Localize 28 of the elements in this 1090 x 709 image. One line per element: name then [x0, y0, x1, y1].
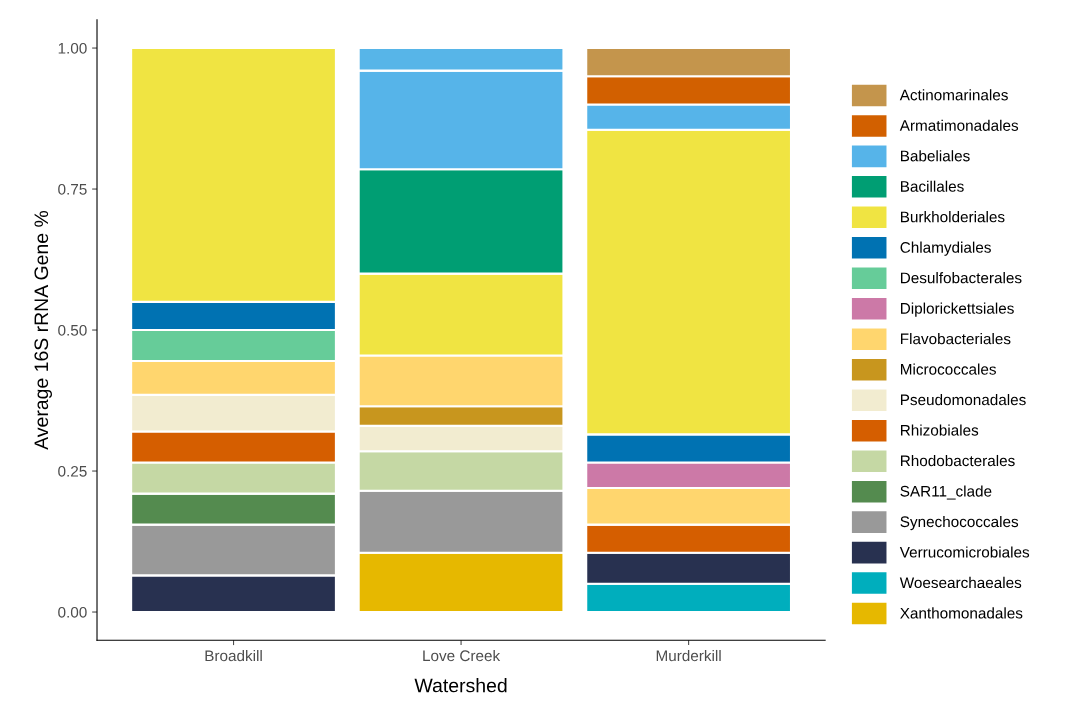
legend-label: Pseudomonadales: [901, 394, 1026, 406]
x-tick-label: Murderkill: [656, 649, 721, 662]
legend-label: Micrococcales: [901, 363, 996, 375]
legend-label: Woesearchaeales: [899, 576, 1022, 589]
legend-label: SAR11_clade: [900, 485, 992, 500]
y-tick-label: 1.00: [58, 42, 87, 54]
legend-label: Bacillales: [901, 180, 964, 192]
legend-label: Xanthomonadales: [900, 607, 1023, 619]
legend-label: Verrucomicrobiales: [899, 546, 1030, 558]
y-axis-title: Average 16S rRNA Gene %: [34, 210, 52, 450]
legend-label: Rhodobacterales: [901, 454, 1015, 467]
legend-label: Diplorickettsiales: [901, 302, 1014, 317]
legend-label: Desulfobacterales: [901, 272, 1022, 284]
legend-label: Flavobacteriales: [901, 333, 1011, 345]
x-axis-title: Watershed: [414, 678, 507, 693]
legend-label: Burkholderiales: [901, 211, 1005, 223]
legend-label: Babeliales: [901, 150, 970, 162]
y-tick-label: 0.00: [58, 606, 87, 618]
legend-label: Rhizobiales: [901, 424, 979, 436]
legend-label: Actinomarinales: [899, 89, 1008, 101]
y-tick-label: 0.75: [58, 183, 87, 195]
y-tick-label: 0.25: [58, 465, 87, 477]
x-tick-label: Broadkill: [205, 649, 262, 662]
x-tick-label: Love Creek: [423, 649, 501, 662]
legend-label: Chlamydiales: [900, 241, 991, 256]
legend-label: Synechococcales: [900, 515, 1019, 531]
legend-label: Armatimonadales: [899, 119, 1019, 131]
y-tick-label: 0.50: [58, 324, 87, 336]
